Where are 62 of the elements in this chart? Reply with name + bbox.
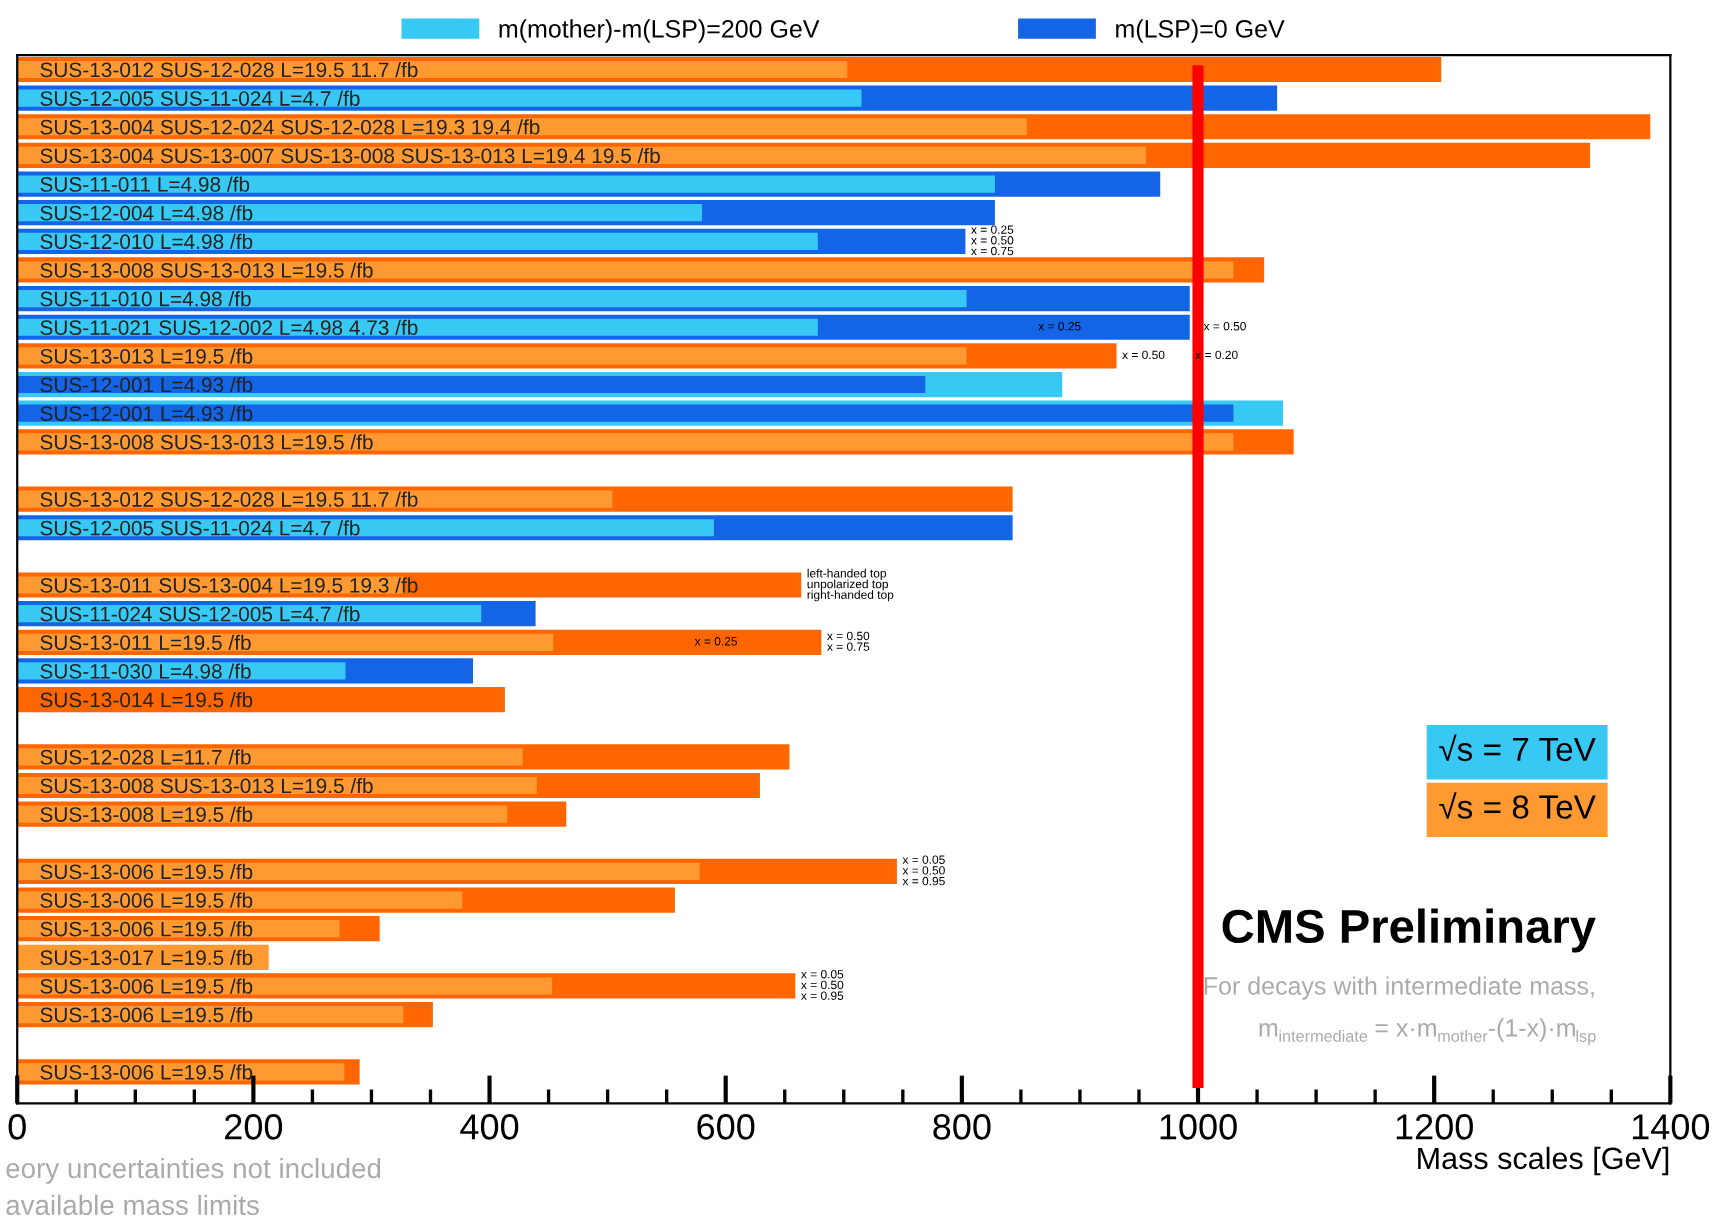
text: available mass limits — [6, 1194, 259, 1216]
y-tick-label: SUS-13-013 L=19.5 /fb — [40, 348, 253, 364]
x-tick-label: 1000 — [1160, 1114, 1237, 1140]
bar — [17, 232, 818, 250]
y-tick-label: SUS-12-005 SUS-11-024 L=4.7 /fb — [40, 520, 360, 536]
x-tick-label: 1200 — [1396, 1114, 1473, 1140]
legend-label: m(mother)-m(LSP)=200 GeV — [499, 19, 820, 43]
legend-label: m(LSP)=0 GeV — [1116, 19, 1285, 43]
annotation: CMS Preliminary — [1222, 908, 1596, 953]
x-axis-title: Mass scales [GeV] — [1418, 1146, 1669, 1176]
y-tick-label: SUS-13-008 L=19.5 /fb — [40, 806, 253, 822]
y-tick-label: SUS-13-014 L=19.5 /fb — [40, 692, 253, 708]
y-tick-label: SUS-12-001 L=4.93 /fb — [40, 376, 253, 393]
y-tick-label: SUS-12-001 L=4.93 /fb — [40, 405, 253, 421]
bar — [17, 891, 463, 909]
bar — [17, 290, 967, 308]
y-tick-label: SUS-13-006 L=19.5 /fb — [40, 892, 253, 908]
bar — [17, 748, 523, 766]
y-tick-label: SUS-12-028 L=11.7 /fb — [40, 749, 251, 765]
y-tick-label: SUS-11-030 L=4.98 /fb — [40, 663, 251, 679]
bar — [17, 433, 1234, 451]
y-tick-label: SUS-11-024 SUS-12-005 L=4.7 /fb — [40, 606, 360, 622]
y-tick-label: SUS-12-004 L=4.98 /fb — [40, 205, 253, 221]
y-tick-label: SUS-13-006 L=19.5 /fb — [40, 1064, 253, 1080]
y-tick-label: SUS-13-008 SUS-13-013 L=19.5 /fb — [40, 434, 373, 450]
y-tick-label: SUS-11-021 SUS-12-002 L=4.98 4.73 /fb — [40, 319, 418, 336]
y-tick-label: SUS-13-011 L=19.5 /fb — [40, 634, 251, 651]
y-tick-label: SUS-13-012 SUS-12-028 L=19.5 11.7 /fb — [40, 61, 418, 78]
bar — [17, 862, 700, 881]
x-tick-label: 400 — [460, 1114, 519, 1140]
y-tick-label: SUS-13-004 SUS-13-007 SUS-13-008 SUS-13-013 L=19.4 19.5 /fb — [40, 147, 660, 164]
bar — [17, 686, 505, 713]
bar — [17, 204, 703, 222]
x-tick-label: 200 — [225, 1114, 283, 1140]
x-tick-label: 1400 — [1632, 1114, 1710, 1140]
bar — [17, 977, 553, 995]
annotation: √s = 8 TeV — [1439, 792, 1596, 819]
y-tick-label: SUS-13-006 L=19.5 /fb — [40, 978, 253, 994]
bar — [17, 89, 862, 107]
y-tick-label: SUS-11-010 L=4.98 /fb — [40, 291, 251, 307]
y-tick-label: SUS-11-011 L=4.98 /fb — [40, 176, 250, 192]
x-tick-label: 800 — [933, 1114, 991, 1140]
text: eory uncertainties not included — [6, 1157, 381, 1184]
annotation: For decays with intermediate mass, — [1204, 976, 1594, 1000]
annotation: √s = 7 TeV — [1439, 734, 1596, 762]
y-tick-label: SUS-13-008 SUS-13-013 L=19.5 /fb — [40, 777, 373, 794]
x-tick-label: 0 — [8, 1114, 26, 1140]
y-tick-label: SUS-13-006 L=19.5 /fb — [40, 1007, 253, 1023]
y-tick-label: SUS-13-012 SUS-12-028 L=19.5 11.7 /fb — [40, 491, 418, 507]
y-tick-label: SUS-13-008 SUS-13-013 L=19.5 /fb — [40, 262, 373, 278]
y-tick-label: SUS-13-006 L=19.5 /fb — [40, 921, 253, 937]
y-tick-label: SUS-13-011 SUS-13-004 L=19.5 19.3 /fb — [40, 577, 418, 593]
y-tick-label: SUS-13-004 SUS-12-024 SUS-12-028 L=19.3 19.4 /fb — [40, 119, 540, 135]
bar — [17, 261, 1234, 279]
bar — [17, 633, 554, 651]
bar — [17, 347, 967, 365]
y-tick-label: SUS-13-017 L=19.5 /fb — [40, 949, 253, 966]
y-tick-label: SUS-13-006 L=19.5 /fb — [40, 863, 253, 880]
y-tick-label: SUS-12-005 SUS-11-024 L=4.7 /fb — [40, 90, 360, 106]
bar — [17, 175, 995, 193]
x-tick-label: 600 — [697, 1114, 755, 1140]
y-tick-label: SUS-12-010 L=4.98 /fb — [40, 233, 253, 250]
